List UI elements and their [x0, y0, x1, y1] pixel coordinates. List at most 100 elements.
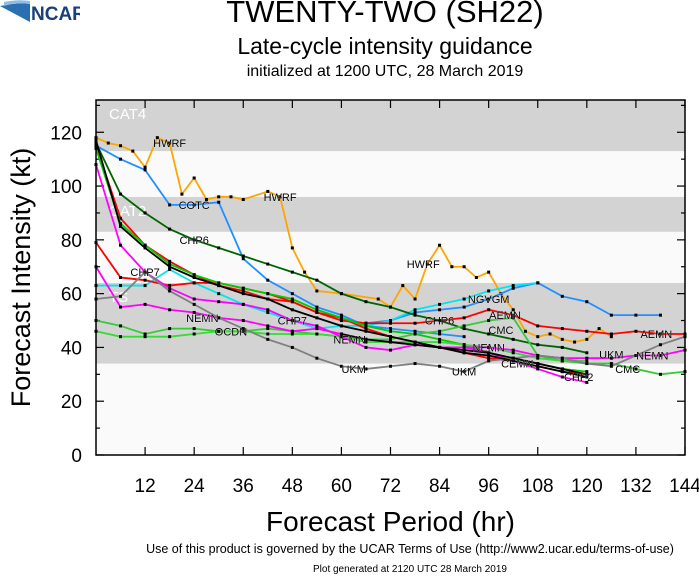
data-point: [192, 176, 196, 180]
x-tick-label: 60: [331, 476, 352, 497]
data-point: [634, 353, 638, 357]
data-point: [339, 313, 343, 317]
data-point: [585, 359, 589, 363]
data-point: [560, 359, 564, 363]
x-tick-label: 48: [282, 476, 303, 497]
data-point: [413, 362, 417, 366]
data-point: [119, 324, 123, 328]
data-point: [192, 327, 196, 331]
data-point: [143, 302, 147, 306]
data-point: [168, 203, 172, 207]
data-point: [143, 335, 147, 339]
data-point: [474, 276, 478, 279]
data-point: [523, 329, 527, 333]
data-point: [119, 243, 123, 247]
y-tick-label: 0: [71, 446, 82, 467]
data-point: [192, 203, 196, 207]
series-label-ukm: UKM: [452, 367, 476, 379]
series-label-ukm: UKM: [341, 364, 365, 376]
data-point: [143, 278, 147, 282]
data-point: [241, 254, 245, 258]
data-point: [290, 270, 294, 274]
data-point: [315, 316, 319, 320]
data-point: [462, 351, 466, 355]
data-point: [658, 313, 662, 317]
data-point: [119, 192, 123, 196]
data-point: [389, 327, 392, 331]
series-chp2: [94, 138, 589, 379]
data-point: [438, 332, 442, 336]
data-point: [143, 168, 147, 172]
series-label-ocdn: OCDN: [215, 326, 247, 338]
data-point: [438, 364, 442, 368]
data-point: [487, 332, 491, 336]
data-point: [192, 332, 196, 336]
band-cat3: [96, 151, 685, 197]
data-point: [192, 238, 196, 242]
data-point: [413, 313, 417, 317]
data-point: [143, 284, 147, 288]
data-point: [609, 364, 613, 368]
data-point: [609, 313, 613, 317]
data-point: [217, 284, 221, 288]
x-tick-label: 120: [571, 476, 603, 497]
data-point: [438, 243, 442, 247]
data-point: [585, 380, 589, 384]
series-label-chp7: CHP7: [278, 316, 307, 328]
data-point: [315, 308, 319, 312]
x-tick-label: 36: [233, 476, 254, 497]
data-point: [462, 343, 466, 347]
data-point: [658, 372, 662, 376]
data-point: [573, 340, 577, 344]
y-tick-label: 40: [61, 338, 82, 359]
data-point: [462, 297, 466, 301]
x-tick-label: 96: [478, 476, 499, 497]
data-point: [168, 308, 172, 312]
data-point: [462, 265, 466, 269]
series-label-nemn: NEMN: [333, 334, 365, 346]
data-point: [290, 297, 294, 301]
series-labels: HWRF HWRF HWRF COTC NGVGM AEMN AEMN CHP6 CHP6 CMC…: [130, 138, 672, 384]
x-tick-label: 132: [620, 476, 652, 497]
data-point: [536, 356, 540, 360]
data-point: [217, 281, 221, 285]
data-point: [536, 343, 540, 347]
data-point: [217, 200, 221, 204]
band-cat2: [96, 196, 685, 232]
data-point: [339, 316, 343, 320]
data-point: [389, 319, 392, 323]
data-point: [413, 308, 417, 312]
data-point: [548, 332, 552, 336]
data-point: [585, 356, 589, 360]
y-tick-label: 100: [50, 177, 82, 198]
series-label-nemn: NEMN: [636, 350, 668, 362]
data-point: [389, 335, 392, 339]
data-point: [364, 324, 368, 328]
series-line: [95, 144, 465, 338]
data-point: [266, 310, 270, 314]
data-point: [609, 335, 613, 339]
plot-generated-text: Plot generated at 2120 UTC 28 March 2019: [312, 564, 507, 575]
data-point: [168, 284, 172, 288]
series-label-cmc: CMC: [615, 364, 640, 376]
band-cat4: [96, 100, 685, 152]
data-point: [290, 329, 294, 333]
series-label-cemn: CEMN: [501, 359, 533, 371]
data-point: [119, 157, 123, 161]
series-label-hwrf: HWRF: [153, 138, 186, 150]
data-point: [168, 286, 172, 290]
plot-frame: [95, 99, 686, 456]
data-point: [413, 340, 417, 344]
data-point: [266, 327, 270, 331]
data-point: [462, 324, 466, 328]
data-point: [413, 329, 417, 333]
data-point: [119, 144, 123, 148]
data-point: [364, 327, 368, 331]
data-point: [315, 310, 319, 314]
data-point: [560, 370, 564, 374]
data-point: [585, 300, 589, 304]
data-point: [290, 246, 294, 250]
data-point: [266, 337, 270, 341]
data-point: [364, 329, 368, 333]
data-point: [376, 297, 380, 301]
